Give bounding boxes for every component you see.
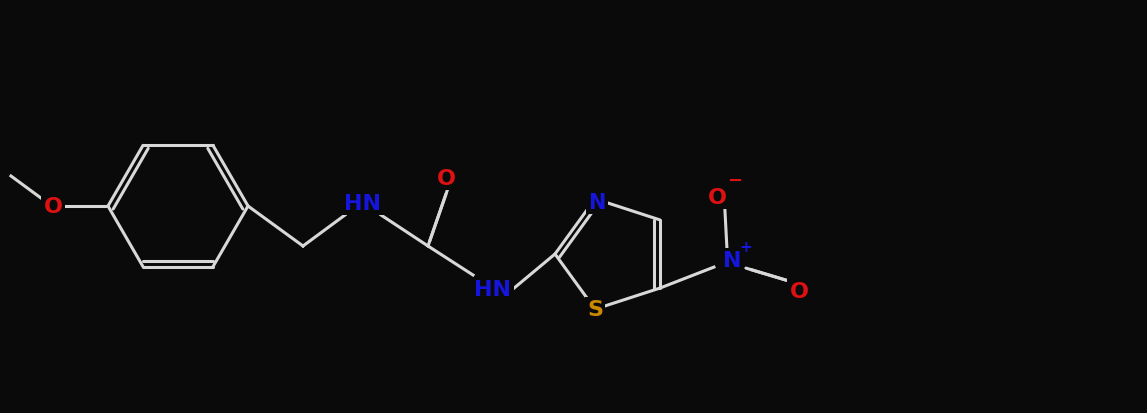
Text: O: O (789, 281, 809, 301)
Text: HN: HN (344, 194, 382, 214)
Text: O: O (708, 188, 726, 208)
Text: +: + (740, 239, 752, 254)
Text: N: N (723, 251, 741, 271)
Text: HN: HN (475, 279, 512, 299)
Text: O: O (44, 197, 62, 216)
Text: S: S (587, 299, 603, 319)
Text: N: N (588, 192, 606, 212)
Text: O: O (437, 169, 455, 189)
Text: −: − (727, 172, 742, 190)
